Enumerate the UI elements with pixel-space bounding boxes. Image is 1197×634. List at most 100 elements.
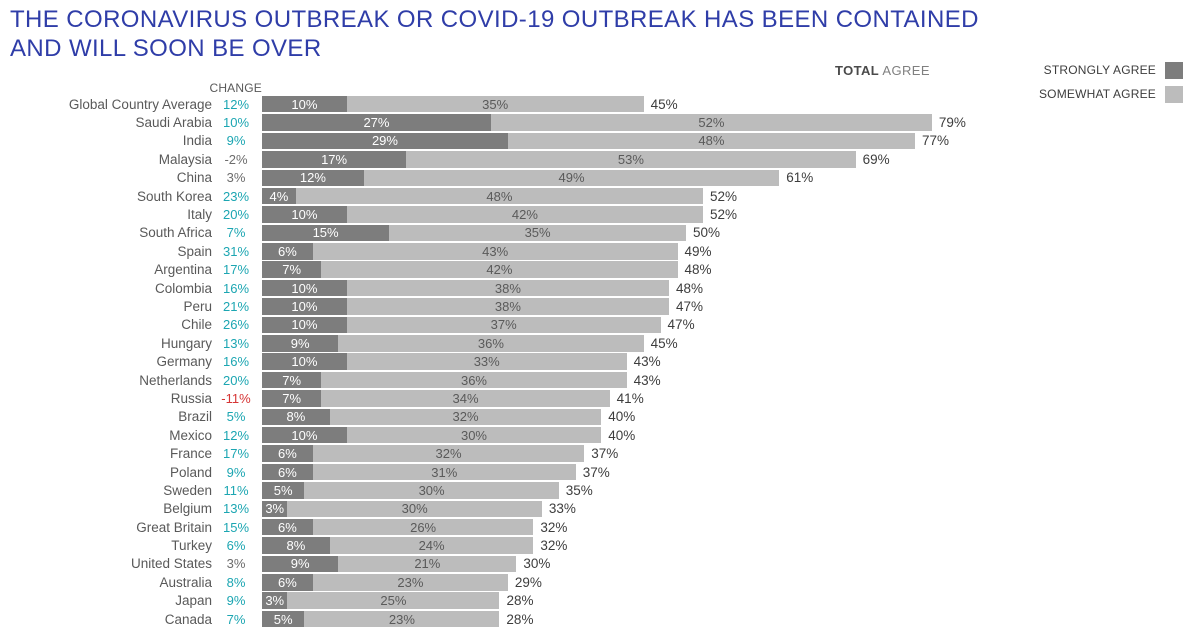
bar-group: 10% 33% 43% [262, 353, 661, 370]
somewhat-agree-bar: 30% [304, 482, 559, 499]
somewhat-agree-bar: 32% [329, 408, 602, 426]
bar-group: 9% 21% 30% [262, 555, 550, 573]
strongly-agree-bar: 10% [262, 316, 347, 334]
total-agree-value: 37% [591, 446, 619, 462]
strongly-agree-bar: 3% [262, 592, 288, 609]
change-value: 31% [222, 243, 250, 259]
bar-group: 10% 37% 47% [262, 316, 695, 334]
bar-group: 10% 30% 40% [262, 426, 635, 444]
somewhat-agree-value: 43% [482, 243, 509, 259]
somewhat-agree-value: 21% [414, 556, 441, 572]
somewhat-agree-value: 33% [473, 354, 500, 370]
chart-row: Hungary 13% 9% 36% 45% [0, 334, 1197, 352]
country-label: France [169, 446, 212, 462]
strongly-agree-bar: 9% [262, 555, 339, 573]
bar-group: 5% 30% 35% [262, 482, 593, 499]
somewhat-agree-bar: 26% [312, 518, 534, 536]
somewhat-agree-bar: 42% [346, 206, 703, 223]
change-value: 17% [222, 446, 250, 462]
chart-row: Netherlands 20% 7% 36% 43% [0, 371, 1197, 389]
somewhat-agree-value: 30% [460, 427, 487, 443]
total-agree-value: 28% [506, 611, 534, 627]
bar-group: 6% 31% 37% [262, 463, 610, 481]
strongly-agree-bar: 27% [262, 114, 491, 131]
country-label: Turkey [171, 538, 212, 554]
chart-row: United States 3% 9% 21% 30% [0, 555, 1197, 573]
strongly-agree-value: 4% [269, 188, 289, 204]
country-label: Saudi Arabia [135, 115, 212, 131]
change-value: -2% [224, 151, 248, 167]
strongly-agree-bar: 3% [262, 500, 288, 518]
chart-row: India 9% 29% 48% 77% [0, 132, 1197, 150]
somewhat-agree-value: 26% [410, 519, 437, 535]
bar-group: 6% 32% 37% [262, 445, 618, 462]
country-label: China [176, 170, 212, 186]
strongly-agree-value: 10% [291, 96, 318, 112]
total-agree-value: 69% [862, 151, 890, 167]
change-value: 16% [222, 280, 250, 296]
bar-group: 6% 23% 29% [262, 574, 542, 591]
change-value: 9% [226, 593, 246, 609]
somewhat-agree-value: 23% [388, 611, 415, 627]
change-value: 16% [222, 354, 250, 370]
total-agree-value: 48% [684, 262, 712, 278]
strongly-agree-value: 7% [282, 372, 302, 388]
strongly-agree-value: 3% [265, 593, 285, 609]
strongly-agree-bar: 5% [262, 482, 305, 499]
change-value: 21% [222, 298, 250, 314]
country-label: Mexico [169, 427, 212, 443]
somewhat-agree-bar: 24% [329, 537, 534, 554]
chart-row: France 17% 6% 32% 37% [0, 444, 1197, 462]
country-label: Belgium [163, 501, 212, 517]
total-agree-value: 41% [616, 390, 644, 406]
somewhat-agree-value: 36% [460, 372, 487, 388]
change-value: 3% [226, 556, 246, 572]
strongly-agree-value: 8% [286, 409, 306, 425]
total-agree-value: 79% [938, 115, 966, 131]
somewhat-agree-bar: 31% [312, 463, 576, 481]
total-agree-value: 61% [786, 170, 814, 186]
somewhat-agree-value: 23% [397, 574, 424, 590]
strongly-agree-bar: 8% [262, 537, 330, 554]
change-value: -11% [221, 390, 251, 406]
country-label: India [182, 133, 212, 149]
somewhat-agree-bar: 43% [312, 243, 678, 260]
change-value: 7% [226, 611, 246, 627]
somewhat-agree-bar: 36% [338, 335, 644, 352]
country-label: Peru [183, 298, 212, 314]
bar-group: 15% 35% 50% [262, 224, 721, 242]
somewhat-agree-bar: 30% [287, 500, 542, 518]
country-label: United States [130, 556, 212, 572]
bar-group: 8% 24% 32% [262, 537, 567, 554]
total-agree-value: 35% [565, 482, 593, 498]
change-value: 9% [226, 133, 246, 149]
strongly-agree-value: 7% [282, 390, 302, 406]
somewhat-agree-bar: 35% [346, 95, 644, 113]
total-agree-value: 49% [684, 243, 712, 259]
somewhat-agree-bar: 52% [490, 114, 932, 131]
chart-row: Saudi Arabia 10% 27% 52% 79% [0, 113, 1197, 131]
total-agree-header: TOTAL AGREE [835, 63, 930, 78]
country-label: South Korea [136, 188, 212, 204]
total-agree-value: 45% [650, 96, 678, 112]
total-agree-value: 50% [692, 225, 721, 241]
somewhat-agree-value: 42% [511, 207, 538, 223]
total-agree-header-rest: AGREE [879, 63, 930, 78]
chart-row: South Korea 23% 4% 48% 52% [0, 187, 1197, 205]
somewhat-agree-value: 48% [486, 188, 513, 204]
change-value: 7% [226, 225, 246, 241]
somewhat-agree-bar: 32% [312, 445, 585, 462]
bar-group: 29% 48% 77% [262, 132, 949, 150]
chart-row: Spain 31% 6% 43% 49% [0, 242, 1197, 260]
legend-item-somewhat-agree: SOMEWHAT AGREE [1039, 82, 1183, 106]
strongly-agree-bar: 6% [262, 518, 313, 536]
strongly-agree-value: 17% [321, 151, 348, 167]
chart-row: Global Country Average 12% 10% 35% 45% [0, 95, 1197, 113]
somewhat-agree-value: 31% [431, 464, 458, 480]
bar-group: 10% 38% 48% [262, 279, 703, 297]
total-agree-value: 28% [506, 593, 534, 609]
legend-label-somewhat-agree: SOMEWHAT AGREE [1038, 87, 1156, 101]
chart-row: Poland 9% 6% 31% 37% [0, 463, 1197, 481]
strongly-agree-bar: 10% [262, 426, 347, 444]
